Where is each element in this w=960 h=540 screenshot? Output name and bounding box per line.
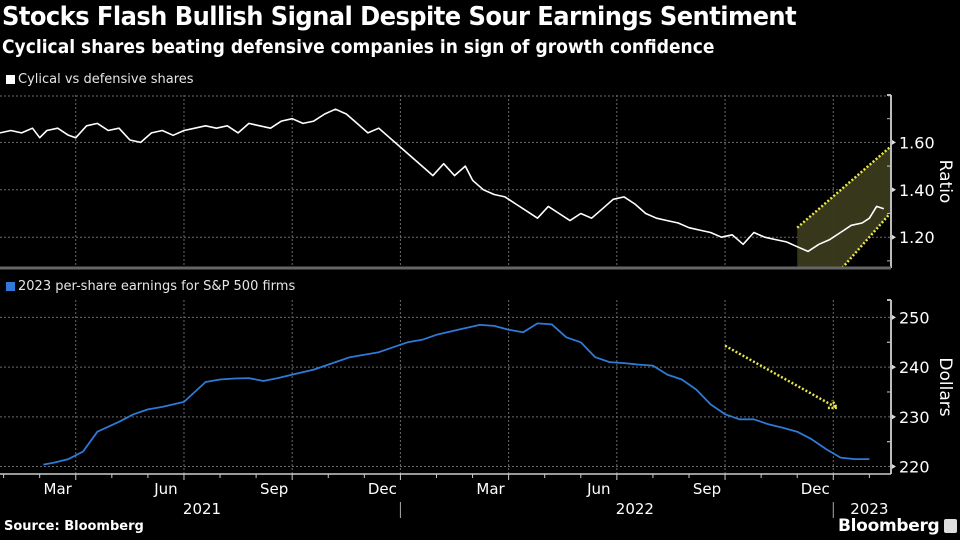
x-year-label: 2022 — [616, 500, 654, 518]
y-tick-label: 1.60 — [899, 133, 935, 152]
x-year-label: 2021 — [183, 500, 221, 518]
series-lines — [0, 108, 885, 466]
channel-upper-line — [796, 146, 891, 229]
y-tick-marker — [891, 364, 896, 371]
x-tick-label: Jun — [153, 480, 177, 498]
y-tick-label: 1.40 — [899, 181, 935, 200]
y-tick-marker — [891, 413, 896, 420]
legend-swatch-ratio — [6, 75, 15, 84]
bloomberg-logo: Bloomberg — [838, 516, 940, 536]
y-tick-label: 1.20 — [899, 228, 935, 247]
channel-fill — [797, 147, 890, 268]
x-tick-label: Dec — [368, 480, 397, 498]
y-tick-marker — [891, 139, 896, 146]
channel-lower-line — [841, 212, 891, 269]
legend-swatch-eps — [6, 282, 15, 291]
chart-subtitle: Cyclical shares beating defensive compan… — [2, 36, 715, 58]
x-tick-label: Sep — [260, 480, 288, 498]
chart-title: Stocks Flash Bullish Signal Despite Sour… — [2, 2, 797, 32]
y-tick-marker — [891, 186, 896, 193]
arrow-shaft — [724, 344, 838, 409]
y-tick-label: 240 — [899, 358, 930, 377]
y-tick-marker — [891, 234, 896, 241]
y-tick-marker — [891, 314, 896, 321]
y-axis-title: Ratio — [935, 160, 955, 204]
bloomberg-chart-icon — [944, 519, 957, 533]
x-tick-label: Sep — [693, 480, 721, 498]
eps-line — [43, 322, 870, 466]
ratio-line — [0, 108, 885, 253]
arrow-head — [827, 399, 840, 410]
y-tick-label: 250 — [899, 308, 930, 327]
y-tick-marker — [891, 463, 896, 470]
source-note: Source: Bloomberg — [4, 519, 144, 534]
y-tick-label: 230 — [899, 408, 930, 427]
legend-ratio: Cylical vs defensive shares — [6, 72, 194, 87]
x-tick-label: Mar — [476, 480, 505, 498]
x-tick-label: Dec — [801, 480, 830, 498]
x-year-label: 2023 — [850, 500, 888, 518]
legend-label-eps: 2023 per-share earnings for S&P 500 firm… — [18, 279, 296, 294]
y-axis-title: Dollars — [935, 357, 955, 416]
grid-bot — [0, 300, 891, 474]
arrow-annotation — [724, 344, 840, 410]
legend-label-ratio: Cylical vs defensive shares — [18, 72, 194, 87]
x-tick-label: Mar — [44, 480, 73, 498]
legend-eps: 2023 per-share earnings for S&P 500 firm… — [6, 279, 295, 294]
y-tick-label: 220 — [899, 458, 930, 477]
grid-top — [0, 95, 891, 268]
x-tick-label: Jun — [586, 480, 610, 498]
channel-annotation — [796, 146, 891, 269]
